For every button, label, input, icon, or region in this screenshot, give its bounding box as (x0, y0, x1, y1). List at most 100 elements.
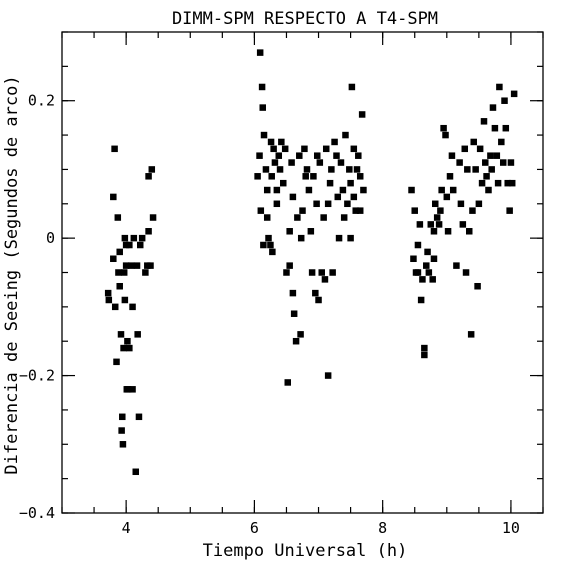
data-point (340, 214, 348, 221)
data-point (414, 269, 422, 276)
data-point (350, 193, 358, 201)
data-point (339, 186, 347, 194)
data-point (133, 262, 141, 269)
data-point (104, 289, 112, 297)
data-point (335, 234, 343, 242)
data-point (119, 441, 127, 448)
data-point (273, 200, 281, 208)
data-point (442, 131, 449, 139)
data-point (467, 331, 475, 338)
y-tick-label: 0.2 (28, 92, 55, 110)
data-point (480, 118, 488, 125)
data-point (355, 152, 362, 159)
data-point (353, 166, 361, 173)
data-point (113, 358, 120, 366)
data-point (263, 214, 271, 221)
data-point (435, 221, 443, 228)
data-point (324, 372, 332, 379)
data-point (297, 234, 305, 242)
data-point (299, 207, 306, 214)
data-point (347, 179, 354, 187)
data-point (256, 49, 264, 56)
data-point (257, 207, 265, 214)
data-point (464, 166, 471, 173)
x-tick-label: 6 (250, 519, 259, 537)
x-tick-label: 10 (502, 519, 520, 537)
data-point (482, 159, 489, 166)
data-point (430, 228, 438, 235)
data-point (148, 166, 156, 173)
plot-frame (61, 31, 544, 514)
data-point (333, 152, 340, 159)
data-point (265, 234, 272, 242)
data-point (110, 255, 117, 263)
data-point (322, 145, 330, 153)
data-point (267, 138, 275, 146)
data-point (347, 234, 354, 242)
data-point (132, 468, 140, 476)
data-point (122, 262, 130, 269)
data-point (260, 241, 267, 249)
data-point (303, 166, 311, 173)
data-point (438, 186, 445, 194)
data-point (115, 269, 122, 276)
data-point (485, 186, 492, 194)
data-point (459, 221, 467, 228)
data-point (337, 159, 345, 166)
data-point (474, 282, 481, 290)
data-point (408, 186, 415, 194)
data-point (124, 386, 132, 393)
data-point (320, 214, 327, 221)
data-point (134, 331, 141, 338)
data-point (356, 173, 364, 180)
data-point (149, 214, 157, 221)
data-point (411, 207, 418, 214)
data-point (289, 193, 297, 201)
data-point (356, 207, 364, 214)
data-point (432, 200, 439, 208)
data-point (314, 152, 321, 159)
data-point (476, 145, 484, 153)
data-point (117, 331, 125, 338)
data-point (294, 214, 301, 221)
y-tick-label: −0.2 (19, 367, 55, 385)
data-point (121, 234, 129, 242)
data-point (462, 269, 470, 276)
data-point (416, 221, 424, 228)
data-point (475, 200, 483, 208)
data-point (284, 379, 291, 386)
data-point (254, 173, 261, 180)
data-point (267, 241, 274, 249)
data-point (110, 193, 117, 201)
data-point (321, 276, 329, 283)
data-point (350, 145, 358, 153)
data-point (296, 152, 303, 159)
data-point (118, 427, 125, 434)
data-point (510, 90, 518, 98)
data-point (424, 248, 431, 256)
data-point (457, 200, 465, 208)
data-point (504, 179, 511, 187)
data-point (487, 152, 494, 159)
data-point (262, 166, 270, 173)
data-point (470, 138, 477, 146)
y-axis-label: Diferencia de Seeing (Segundos de arco) (2, 75, 22, 474)
data-point (499, 159, 507, 166)
data-point (105, 296, 113, 304)
data-point (329, 269, 336, 276)
data-point (271, 159, 279, 166)
data-point (136, 241, 144, 249)
x-axis-label: Tiempo Universal (h) (203, 541, 408, 561)
data-point (120, 269, 128, 276)
data-point (429, 276, 436, 283)
data-point (324, 200, 332, 208)
data-point (315, 296, 322, 304)
data-point (130, 234, 138, 242)
data-point (348, 83, 356, 91)
tick-labels: 4 6 8 10 −0.4 −0.2 0 0.2 (19, 92, 520, 537)
data-point (111, 303, 119, 311)
data-point (456, 159, 463, 166)
data-points (104, 49, 518, 476)
data-point (256, 152, 263, 159)
